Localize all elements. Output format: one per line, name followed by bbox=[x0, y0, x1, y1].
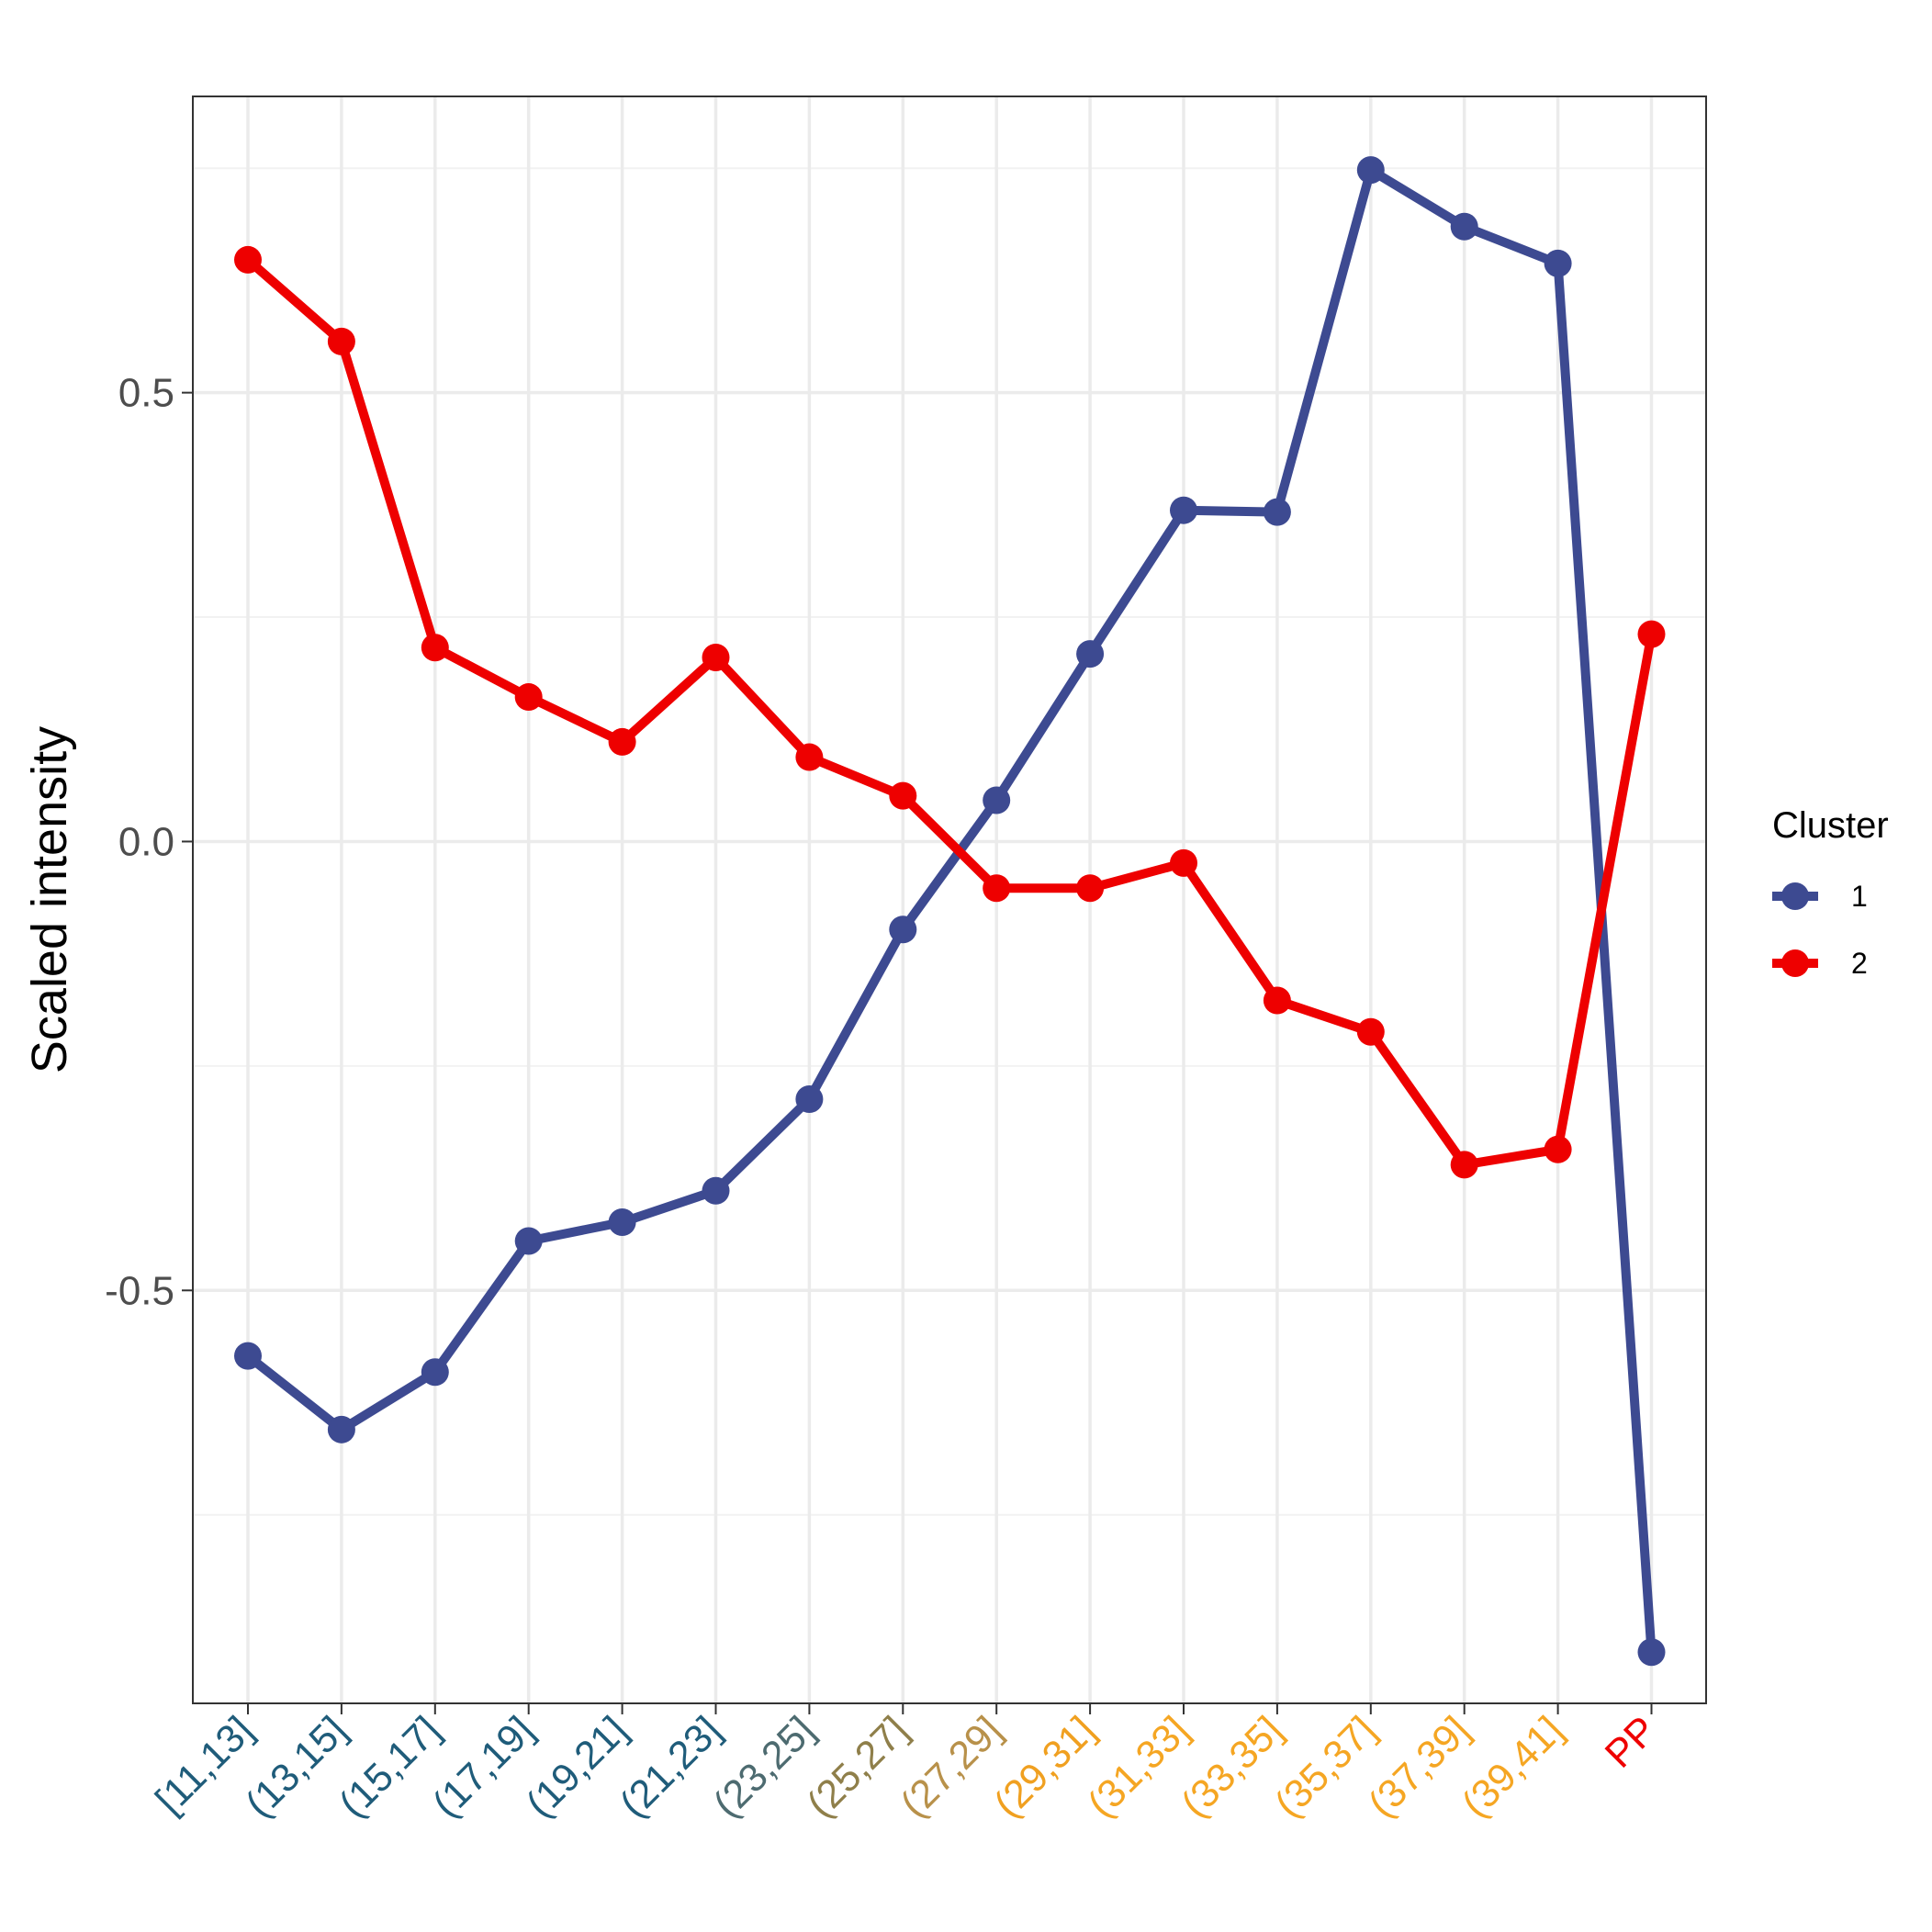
series-2-point bbox=[1450, 1151, 1478, 1179]
x-tick-label: (17,19] bbox=[424, 1708, 543, 1826]
y-axis-title: Scaled intensity bbox=[22, 726, 77, 1073]
series-2-point bbox=[608, 727, 636, 756]
series-2-point bbox=[1170, 848, 1197, 877]
series-2-point bbox=[1356, 1017, 1385, 1046]
legend-title: Cluster bbox=[1772, 805, 1889, 846]
series-2-point bbox=[1076, 874, 1105, 903]
series-1-point bbox=[1637, 1638, 1666, 1667]
legend-key-point bbox=[1781, 949, 1809, 977]
grid-lines bbox=[193, 96, 1706, 1703]
legend-label: 2 bbox=[1851, 947, 1868, 980]
x-tick-label: PP bbox=[1597, 1708, 1666, 1777]
x-tick-label: (21,23] bbox=[612, 1708, 730, 1826]
series-1-point bbox=[608, 1208, 636, 1236]
x-tick-label: (35,37] bbox=[1266, 1708, 1385, 1826]
series-1-point bbox=[889, 915, 917, 944]
series-2-point bbox=[1263, 986, 1291, 1015]
x-tick-label: (33,35] bbox=[1173, 1708, 1291, 1826]
legend: Cluster 1 2 bbox=[1772, 805, 1889, 980]
series-2-point bbox=[327, 327, 355, 355]
x-tick-label: (39,41] bbox=[1454, 1708, 1572, 1826]
series-2-point bbox=[702, 644, 730, 672]
series-lines bbox=[234, 156, 1666, 1667]
legend-label: 1 bbox=[1851, 880, 1868, 913]
plot-panel-background bbox=[193, 96, 1706, 1703]
series-1-point bbox=[983, 786, 1011, 814]
x-tick-label: (15,17] bbox=[331, 1708, 449, 1826]
x-tick-label: (31,33] bbox=[1079, 1708, 1197, 1826]
x-tick-label: (23,25] bbox=[705, 1708, 824, 1826]
series-2-point bbox=[1637, 620, 1666, 648]
series-1-point bbox=[1263, 498, 1291, 526]
series-1-point bbox=[1544, 249, 1572, 277]
series-1-point bbox=[795, 1085, 824, 1114]
x-tick-label: (37,39] bbox=[1360, 1708, 1478, 1826]
x-tick-label: [11,13] bbox=[147, 1708, 262, 1823]
x-tick-label: (25,27] bbox=[799, 1708, 917, 1826]
y-tick-label: 0.0 bbox=[118, 819, 174, 864]
series-1-point bbox=[514, 1227, 543, 1255]
series-2-point bbox=[889, 781, 917, 810]
plot-panel-border bbox=[192, 95, 1707, 1704]
series-1-point bbox=[1170, 496, 1197, 524]
series-1-line bbox=[243, 165, 1657, 1657]
series-1-point bbox=[1076, 640, 1105, 668]
series-1-point bbox=[702, 1176, 730, 1205]
x-tick-label: (19,21] bbox=[518, 1708, 636, 1826]
series-2-point bbox=[421, 634, 449, 662]
series-2-point bbox=[983, 874, 1011, 903]
series-2-point bbox=[795, 743, 824, 771]
series-2-line bbox=[243, 254, 1657, 1170]
legend-key-point bbox=[1781, 882, 1809, 910]
series-1-point bbox=[234, 1342, 262, 1370]
x-tick-label: (27,29] bbox=[893, 1708, 1011, 1826]
x-tick-label: (13,15] bbox=[237, 1708, 355, 1826]
series-1-point bbox=[327, 1415, 355, 1443]
series-2-point bbox=[234, 245, 262, 274]
y-tick-label: -0.5 bbox=[105, 1268, 174, 1313]
series-1-point bbox=[1450, 212, 1478, 241]
x-tick-label: (29,31] bbox=[986, 1708, 1105, 1826]
series-1-point bbox=[1356, 156, 1385, 185]
series-2-point bbox=[514, 683, 543, 712]
y-tick-label: 0.5 bbox=[118, 371, 174, 416]
series-2-point bbox=[1544, 1135, 1572, 1163]
series-1-point bbox=[421, 1358, 449, 1387]
